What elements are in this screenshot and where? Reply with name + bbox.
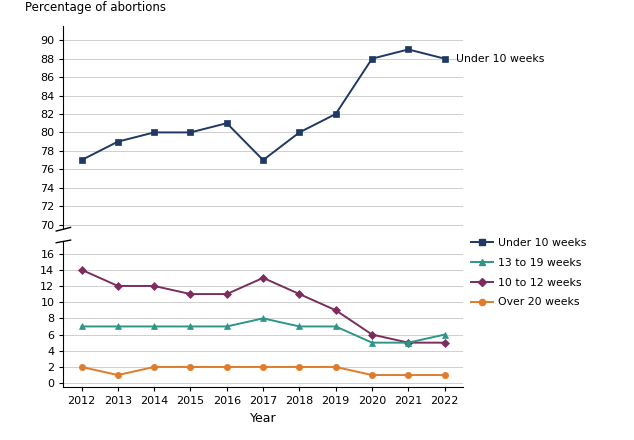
Text: Percentage of abortions: Percentage of abortions	[25, 1, 167, 14]
Text: Under 10 weeks: Under 10 weeks	[456, 54, 544, 64]
X-axis label: Year: Year	[250, 412, 276, 425]
Legend: Under 10 weeks, 13 to 19 weeks, 10 to 12 weeks, Over 20 weeks: Under 10 weeks, 13 to 19 weeks, 10 to 12…	[472, 238, 587, 308]
